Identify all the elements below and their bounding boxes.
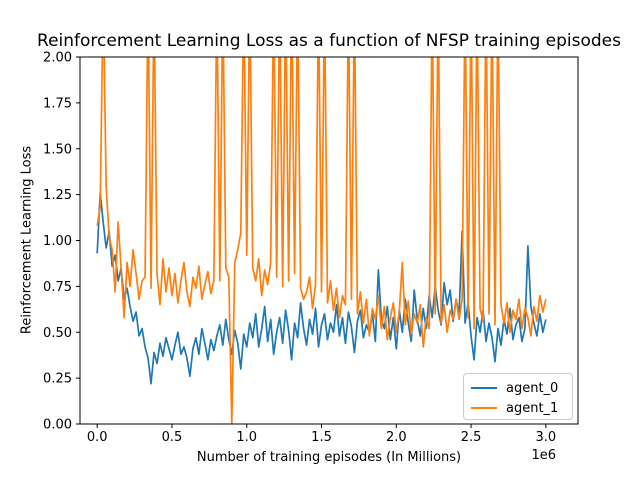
- y-tick-label: 0.00: [43, 418, 72, 433]
- x-tick-label: 2.0: [386, 430, 407, 445]
- legend: agent_0 agent_1: [463, 373, 573, 420]
- plot-frame: [79, 56, 579, 425]
- legend-line-sample: [471, 407, 497, 409]
- y-tick-label: 1.50: [43, 142, 72, 157]
- y-tick-label: 1.00: [43, 234, 72, 249]
- x-tick-label: 0.0: [87, 430, 108, 445]
- y-tick-label: 0.75: [43, 280, 72, 295]
- x-tick-label: 1.0: [236, 430, 257, 445]
- x-tick-label: 2.5: [461, 430, 482, 445]
- legend-entry: agent_0: [471, 378, 566, 398]
- plot-area: [96, 57, 547, 424]
- x-tick-label: 1.5: [311, 430, 332, 445]
- y-tick-label: 2.00: [43, 51, 72, 66]
- x-axis-offset-label: 1e6: [531, 448, 556, 463]
- y-tick-label: 0.25: [43, 372, 72, 387]
- legend-entry-label: agent_1: [506, 400, 559, 416]
- series-line-agent_0: [96, 191, 547, 385]
- y-axis-label: Reinforcement Learning Loss: [19, 145, 35, 335]
- y-tick-label: 1.25: [43, 188, 72, 203]
- x-tick-label: 0.5: [162, 430, 183, 445]
- y-tick-label: 0.50: [43, 326, 72, 341]
- chart-title: Reinforcement Learning Loss as a functio…: [37, 31, 621, 51]
- x-tick-label: 3.0: [536, 430, 557, 445]
- x-axis-label: Number of training episodes (In Millions…: [196, 450, 462, 465]
- series-line-agent_1: [96, 57, 547, 424]
- y-tick-label: 1.75: [43, 96, 72, 111]
- legend-entry-label: agent_0: [506, 380, 559, 396]
- legend-entry: agent_1: [471, 398, 566, 418]
- legend-line-sample: [471, 387, 497, 389]
